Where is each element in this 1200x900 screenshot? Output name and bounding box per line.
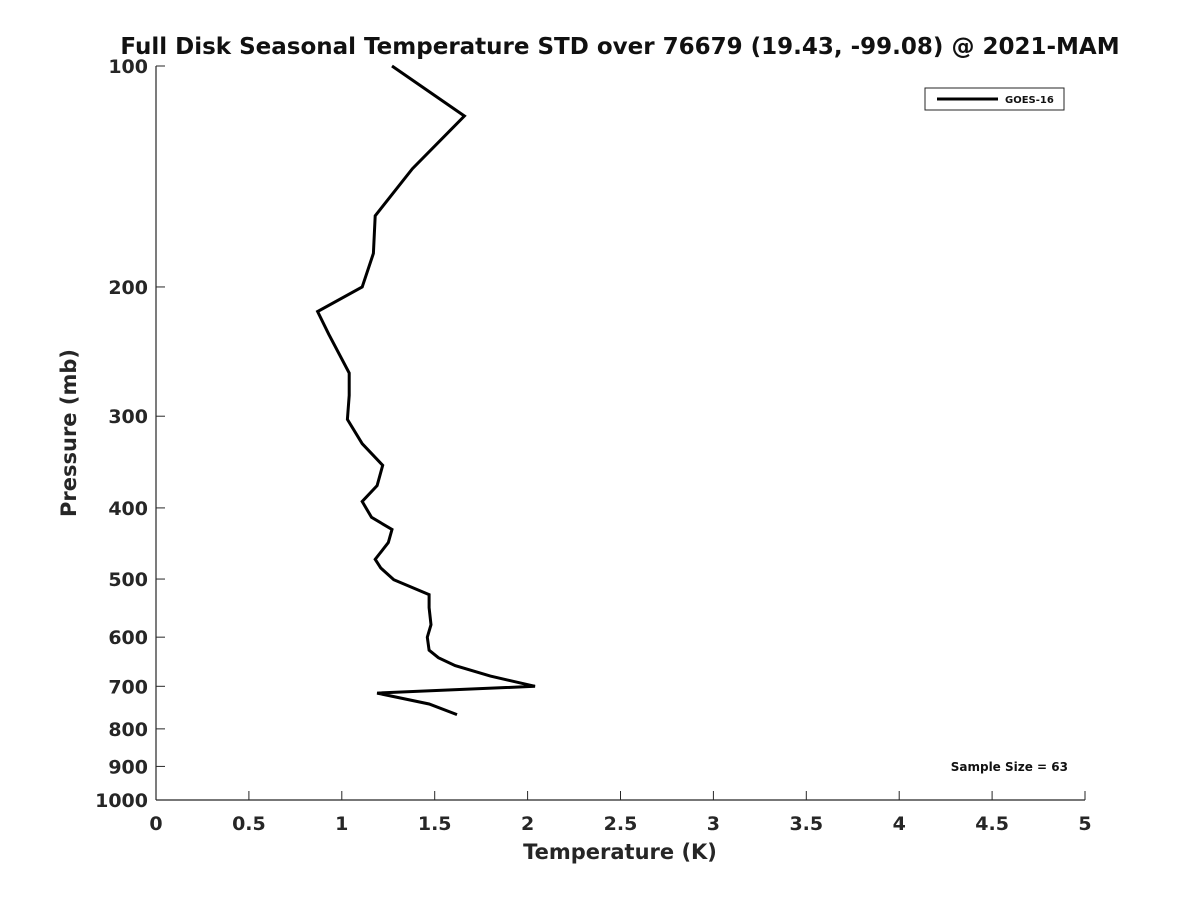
x-tick-label: 3.5 [789,813,823,835]
y-tick-label: 800 [108,719,148,741]
x-tick-label: 0 [149,813,162,835]
x-tick-label: 1 [335,813,348,835]
y-tick-label: 100 [108,56,148,78]
x-tick-label: 5 [1078,813,1091,835]
y-tick-label: 700 [108,676,148,698]
y-tick-label: 600 [108,627,148,649]
sample-size-annotation: Sample Size = 63 [951,760,1068,774]
x-ticks-group: 0 0.5 1 1.5 2 2.5 3 3.5 4 4.5 5 [149,791,1092,835]
x-tick-label: 2 [521,813,534,835]
chart-title: Full Disk Seasonal Temperature STD over … [120,34,1119,60]
y-tick-label: 400 [108,498,148,520]
series-group [315,64,536,717]
x-tick-label: 4 [893,813,906,835]
x-tick-label: 1.5 [418,813,452,835]
x-tick-label: 0.5 [232,813,266,835]
series-line-goes-16 [315,64,536,717]
y-axis-label: Pressure (mb) [57,349,81,517]
y-tick-label: 1000 [95,790,148,812]
legend: GOES-16 [924,87,1065,111]
x-tick-label: 2.5 [604,813,638,835]
y-ticks-group: 100 200 300 400 500 600 700 800 900 1000 [95,56,165,812]
x-tick-label: 4.5 [975,813,1009,835]
y-tick-label: 900 [108,756,148,778]
legend-label-goes-16: GOES-16 [1005,95,1054,106]
y-tick-label: 200 [108,277,148,299]
y-tick-label: 300 [108,406,148,428]
y-tick-label: 500 [108,569,148,591]
x-axis-label: Temperature (K) [523,840,717,864]
axes-group [155,66,1085,801]
x-tick-label: 3 [707,813,720,835]
